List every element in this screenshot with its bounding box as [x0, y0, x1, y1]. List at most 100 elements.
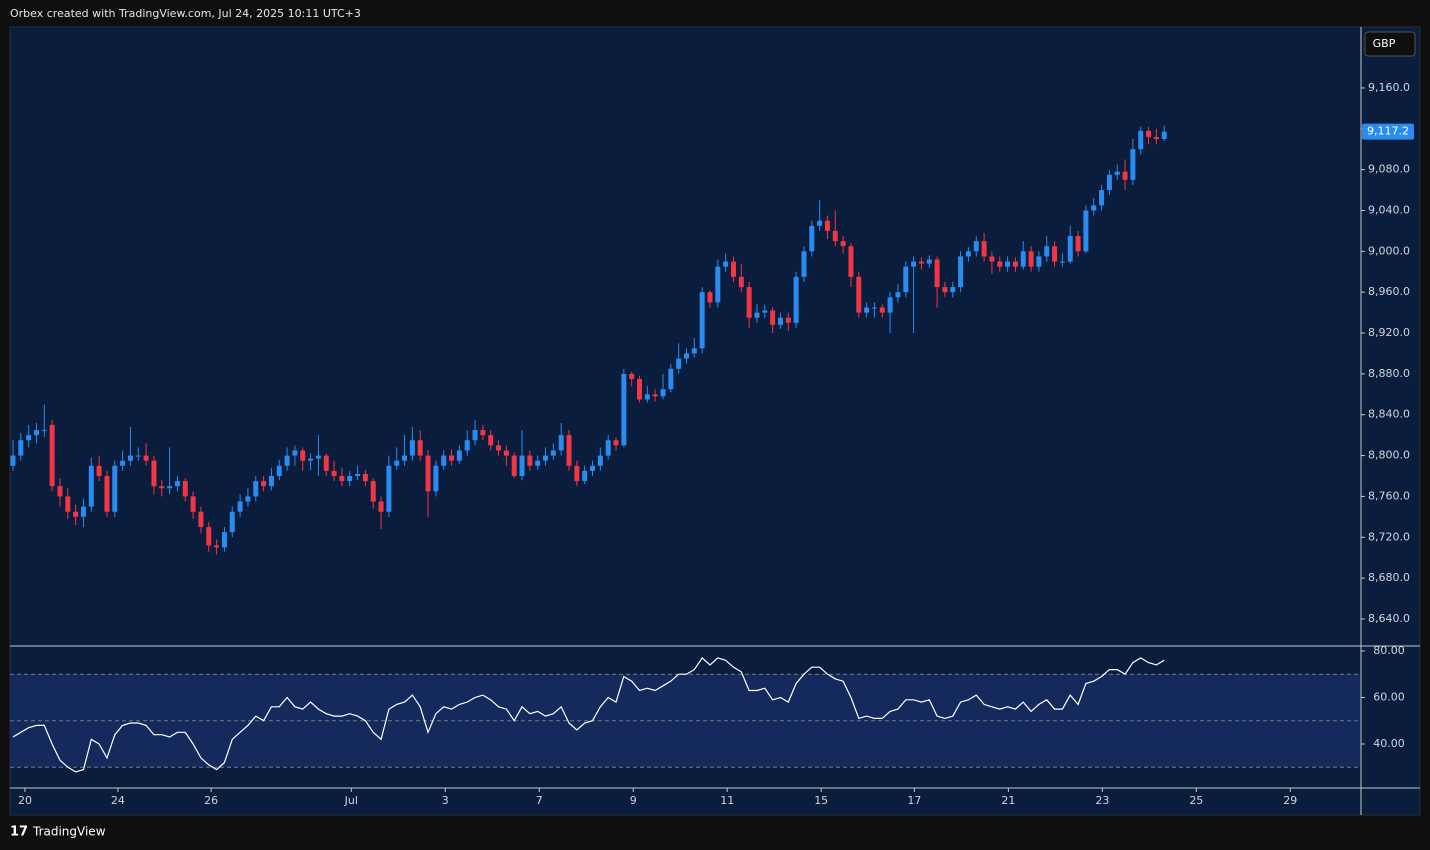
candle-body	[120, 460, 126, 466]
candle-body	[699, 292, 705, 349]
candle-body	[950, 287, 956, 293]
x-tick-label: 11	[720, 794, 734, 807]
candle-body	[1114, 171, 1120, 175]
candle-body	[730, 261, 736, 277]
candle-body	[942, 287, 948, 293]
candle-body	[237, 501, 243, 512]
candle-body	[840, 241, 846, 247]
candle-body	[660, 389, 666, 397]
candle-body	[182, 481, 188, 497]
x-tick-label: Jul	[344, 794, 358, 807]
candle-body	[652, 394, 658, 397]
candle-body	[214, 545, 220, 548]
candle-body	[668, 368, 674, 390]
candle-body	[817, 220, 823, 226]
candle-body	[1138, 130, 1144, 150]
candle-body	[762, 310, 768, 313]
candle-body	[323, 455, 329, 471]
candle-body	[895, 292, 901, 298]
candle-body	[989, 256, 995, 262]
candle-body	[801, 251, 807, 277]
candle-body	[856, 276, 862, 313]
y-tick-label: 8,640.0	[1368, 612, 1410, 625]
candle-body	[683, 353, 689, 359]
candle-body	[417, 440, 423, 456]
candle-body	[582, 470, 588, 482]
y-tick-label: 8,880.0	[1368, 367, 1410, 380]
candle-body	[394, 460, 400, 466]
candle-body	[958, 256, 964, 288]
candle-body	[292, 450, 298, 456]
candle-body	[104, 475, 110, 512]
candle-body	[386, 465, 392, 512]
candle-body	[1036, 256, 1042, 267]
x-tick-label: 7	[536, 794, 543, 807]
candle-body	[284, 455, 290, 466]
y-tick-label: 9,080.0	[1368, 163, 1410, 176]
candle-body	[276, 465, 282, 476]
candle-body	[965, 251, 971, 257]
candle-body	[347, 475, 353, 482]
candle-body	[871, 307, 877, 309]
candle-body	[613, 440, 619, 446]
y-tick-label: 40.00	[1373, 737, 1405, 750]
y-tick-label: 8,760.0	[1368, 489, 1410, 502]
candle-body	[464, 440, 470, 451]
y-tick-label: 8,960.0	[1368, 285, 1410, 298]
candle-body	[433, 465, 439, 492]
candle-body	[480, 430, 486, 436]
candle-body	[519, 455, 525, 476]
candle-body	[636, 378, 642, 400]
candle-body	[198, 511, 204, 528]
x-tick-label: 20	[18, 794, 32, 807]
candle-body	[1146, 130, 1152, 137]
candle-body	[355, 473, 361, 476]
candle-body	[707, 292, 713, 303]
candle-body	[864, 307, 870, 313]
rsi-line	[12, 656, 1165, 773]
candle-body	[511, 455, 517, 476]
candle-body	[26, 435, 32, 441]
candle-body	[339, 475, 345, 482]
candle-body	[746, 287, 752, 318]
candle-body	[167, 486, 173, 489]
candle-body	[832, 230, 838, 242]
y-tick-label: 8,920.0	[1368, 326, 1410, 339]
candle-body	[809, 225, 815, 252]
last-price-box	[1362, 123, 1414, 140]
candle-body	[1075, 236, 1081, 252]
candle-body	[676, 358, 682, 369]
candle-body	[1099, 190, 1105, 206]
y-tick-label: 80.00	[1373, 644, 1405, 657]
candle-body	[738, 276, 744, 288]
candle-body	[127, 455, 133, 461]
candle-body	[887, 297, 893, 313]
candle-body	[229, 511, 235, 533]
candle-body	[409, 440, 415, 456]
y-tick-label: 60.00	[1373, 690, 1405, 703]
candle-body	[88, 465, 94, 507]
candle-body	[981, 241, 987, 257]
candle-body	[33, 430, 39, 436]
candle-body	[848, 246, 854, 277]
x-tick-label: 29	[1283, 794, 1297, 807]
candle-body	[268, 475, 274, 487]
candle-body	[1044, 246, 1050, 257]
currency-button[interactable]	[1364, 31, 1416, 57]
candle-body	[65, 496, 71, 512]
candle-body	[1083, 210, 1089, 252]
candle-body	[174, 481, 180, 487]
candle-body	[10, 455, 16, 466]
candle-body	[135, 455, 141, 457]
candle-body	[315, 455, 321, 459]
candle-body	[770, 310, 776, 325]
candle-body	[245, 496, 251, 502]
y-tick-label: 9,160.0	[1368, 81, 1410, 94]
candle-body	[1005, 261, 1011, 267]
candle-body	[918, 261, 924, 264]
candle-body	[574, 465, 580, 482]
candle-body	[723, 261, 729, 267]
y-tick-label: 9,040.0	[1368, 203, 1410, 216]
candle-body	[425, 455, 431, 492]
candle-body	[261, 481, 267, 487]
